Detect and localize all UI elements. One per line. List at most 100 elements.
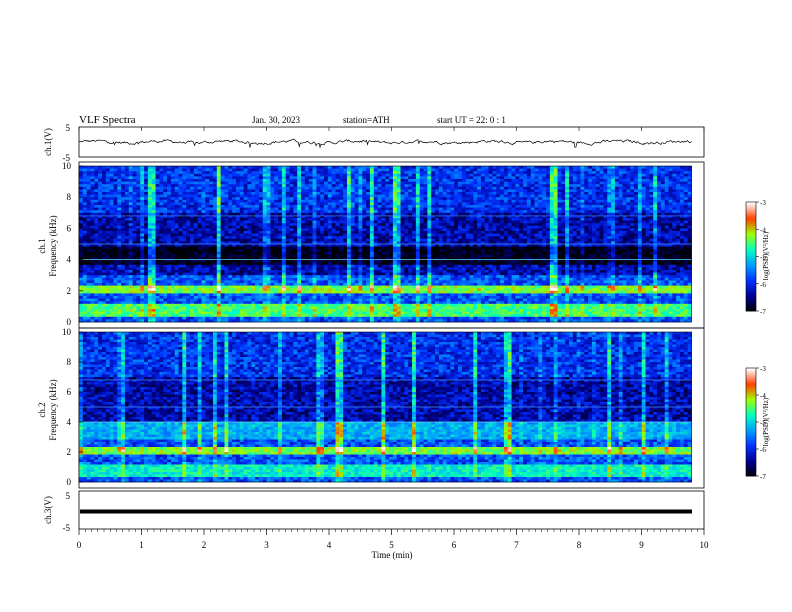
spectrogram-cell: [324, 176, 328, 179]
spectrogram-cell: [255, 202, 259, 205]
spectrogram-cell: [401, 187, 405, 190]
spectrogram-cell: [462, 244, 466, 247]
spectrogram-cell: [477, 197, 481, 200]
spectrogram-cell: [125, 218, 129, 221]
spectrogram-cell: [94, 221, 98, 224]
spectrogram-cell: [152, 174, 156, 177]
spectrogram-cell: [374, 179, 378, 182]
spectrogram-cell: [267, 192, 271, 195]
spectrogram-cell: [584, 197, 588, 200]
spectrogram-cell: [519, 208, 523, 211]
spectrogram-cell: [202, 208, 206, 211]
spectrogram-cell: [209, 187, 213, 190]
spectrogram-cell: [408, 244, 412, 247]
spectrogram-cell: [140, 234, 144, 237]
spectrogram-cell: [148, 226, 152, 229]
spectrogram-cell: [634, 189, 638, 192]
spectrogram-cell: [389, 176, 393, 179]
spectrogram-cell: [198, 239, 202, 242]
spectrogram-cell: [485, 197, 489, 200]
spectrogram-cell: [401, 210, 405, 213]
spectrogram-cell: [194, 223, 198, 226]
spectrogram-cell: [638, 200, 642, 203]
spectrogram-cell: [657, 228, 661, 231]
spectrogram-cell: [435, 192, 439, 195]
spectrogram-cell: [125, 202, 129, 205]
spectrogram-cell: [186, 202, 190, 205]
spectrogram-cell: [626, 234, 630, 237]
spectrogram-cell: [385, 210, 389, 213]
spectrogram-cell: [247, 195, 251, 198]
spectrogram-cell: [431, 192, 435, 195]
spectrogram-cell: [580, 228, 584, 231]
spectrogram-cell: [519, 223, 523, 226]
spectrogram-cell: [179, 179, 183, 182]
spectrogram-cell: [477, 187, 481, 190]
spectrogram-cell: [401, 179, 405, 182]
spectrogram-cell: [519, 228, 523, 231]
spectrogram-cell: [102, 210, 106, 213]
spectrogram-cell: [492, 176, 496, 179]
spectrogram-cell: [447, 231, 451, 234]
spectrogram-cell: [588, 179, 592, 182]
spectrogram-cell: [443, 226, 447, 229]
spectrogram-cell: [297, 197, 301, 200]
spectrogram-cell: [343, 221, 347, 224]
spectrogram-cell: [244, 218, 248, 221]
spectrogram-cell: [362, 200, 366, 203]
spectrogram-cell: [642, 218, 646, 221]
spectrogram-cell: [615, 236, 619, 239]
spectrogram-cell: [343, 226, 347, 229]
spectrogram-cell: [508, 169, 512, 172]
spectrogram-cell: [615, 218, 619, 221]
spectrogram-cell: [205, 226, 209, 229]
spectrogram-cell: [672, 166, 676, 169]
spectrogram-cell: [580, 166, 584, 169]
spectrogram-cell: [136, 234, 140, 237]
spectrogram-cell: [558, 231, 562, 234]
spectrogram-cell: [102, 174, 106, 177]
spectrogram-cell: [439, 184, 443, 187]
spectrogram-cell: [439, 208, 443, 211]
spectrogram-cell: [508, 174, 512, 177]
spectrogram-cell: [117, 184, 121, 187]
spectrogram-cell: [458, 231, 462, 234]
spectrogram-cell: [538, 179, 542, 182]
spectrogram-cell: [519, 239, 523, 242]
spectrogram-cell: [129, 221, 133, 224]
spectrogram-cell: [343, 228, 347, 231]
spectrogram-cell: [420, 236, 424, 239]
spectrogram-cell: [401, 218, 405, 221]
spectrogram-cell: [136, 176, 140, 179]
spectrogram-cell: [335, 187, 339, 190]
spectrogram-cell: [328, 213, 332, 216]
spectrogram-cell: [144, 247, 148, 250]
spectrogram-cell: [401, 205, 405, 208]
spectrogram-cell: [385, 202, 389, 205]
spectrogram-cell: [83, 200, 87, 203]
spectrogram-cell: [427, 221, 431, 224]
spectrogram-cell: [435, 226, 439, 229]
spectrogram-cell: [247, 228, 251, 231]
spectrogram-cell: [603, 197, 607, 200]
spectrogram-cell: [558, 184, 562, 187]
spectrogram-cell: [324, 197, 328, 200]
spectrogram-cell: [205, 166, 209, 169]
spectrogram-cell: [224, 202, 228, 205]
spectrogram-cell: [669, 182, 673, 185]
spectrogram-cell: [550, 205, 554, 208]
spectrogram-cell: [550, 244, 554, 247]
spectrogram-cell: [332, 174, 336, 177]
spectrogram-cell: [125, 239, 129, 242]
spectrogram-cell: [247, 223, 251, 226]
spectrogram-cell: [297, 244, 301, 247]
spectrogram-cell: [339, 239, 343, 242]
spectrogram-cell: [519, 166, 523, 169]
spectrogram-cell: [244, 231, 248, 234]
spectrogram-cell: [642, 221, 646, 224]
spectrogram-cell: [213, 174, 217, 177]
spectrogram-cell: [106, 236, 110, 239]
spectrogram-cell: [87, 205, 91, 208]
spectrogram-cell: [362, 171, 366, 174]
spectrogram-cell: [661, 195, 665, 198]
